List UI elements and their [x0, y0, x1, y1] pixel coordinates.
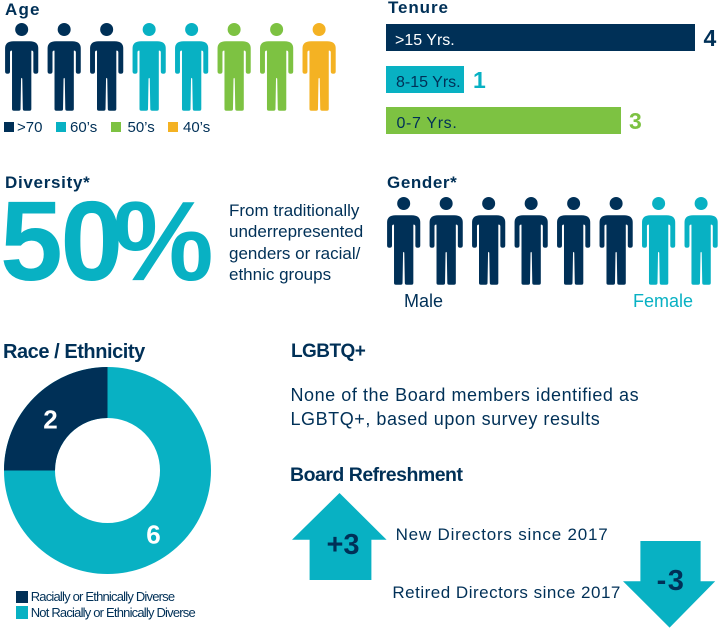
svg-text:2: 2: [43, 405, 57, 435]
svg-text:6: 6: [146, 520, 160, 550]
svg-text:+3: +3: [326, 528, 359, 560]
svg-text:-3: -3: [657, 565, 686, 597]
